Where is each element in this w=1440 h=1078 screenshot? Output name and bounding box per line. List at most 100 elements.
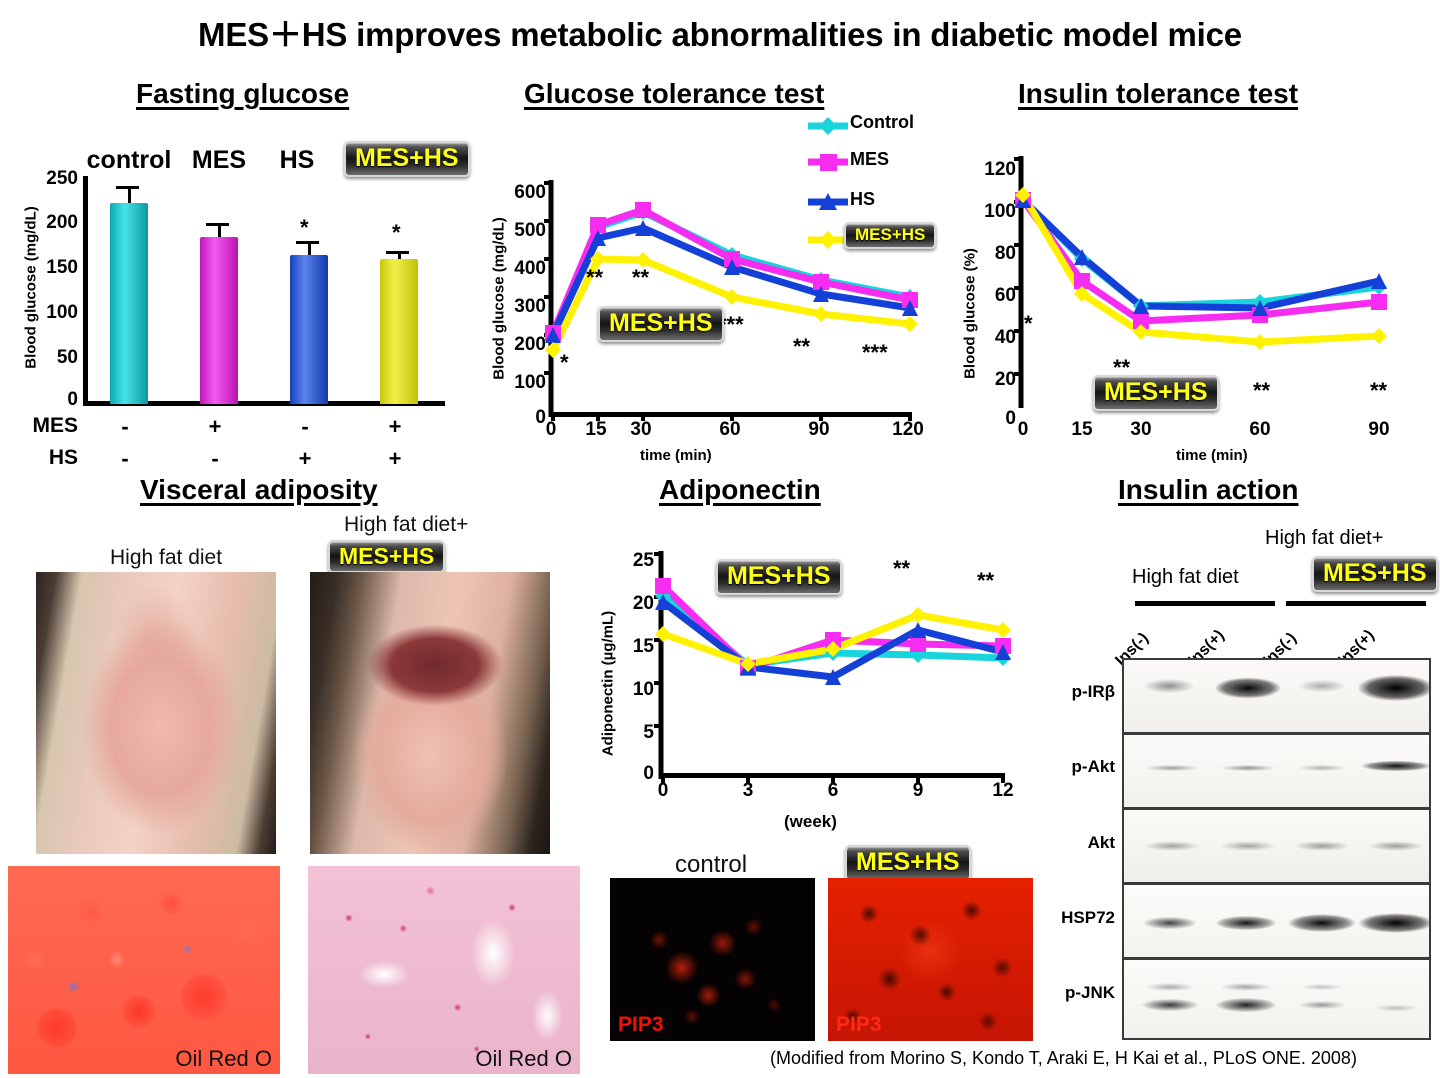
bar-group-label-meshs: MES+HS: [344, 141, 470, 177]
itt-star-60: **: [1253, 378, 1271, 403]
gtt-xtick-60: 60: [719, 419, 741, 440]
itt-xlabel: time (min): [1176, 447, 1248, 464]
itt-ytick-120: 120: [984, 159, 1016, 180]
gtt-legend-label-control: Control: [850, 112, 914, 132]
meshs-badge: MES+HS: [344, 141, 470, 177]
adipo-star-12: **: [977, 568, 995, 593]
bar-mes-errorbar: [217, 224, 221, 237]
panel-title-adiponectin: Adiponectin: [659, 474, 821, 505]
pip3-photo-control: PIP3: [610, 878, 815, 1041]
blot-box-p-jnk: [1122, 958, 1431, 1040]
gtt-star-15: **: [586, 265, 604, 290]
itt-xtick-15: 15: [1071, 419, 1093, 440]
itt-inline-badge: MES+HS: [1093, 375, 1219, 411]
adipo-ytick-20: 20: [632, 593, 654, 614]
gtt-star-0: *: [560, 350, 569, 375]
blot-left-caption: High fat diet: [1132, 566, 1239, 588]
blot-label-p-jnk: p-JNK: [1064, 983, 1115, 1002]
meshs-legend-marker-icon: [808, 231, 848, 249]
adipo-ytick-10: 10: [632, 679, 654, 700]
mes-legend-marker-icon: [808, 154, 848, 171]
blot-box-p-akt: [1122, 733, 1431, 809]
cond-row-label-hs: HS: [48, 446, 78, 469]
blot-right-badge: MES+HS: [1312, 556, 1438, 592]
cond-mes-hs: -: [301, 414, 309, 439]
visceral-photo-high-fat-diet-meshs: [310, 572, 550, 854]
cond-hs-control: -: [121, 446, 129, 471]
cond-mes-control: -: [121, 414, 129, 439]
gtt-ytick-400: 400: [514, 258, 546, 279]
gtt-ytick-0: 0: [535, 407, 546, 428]
visceral-right-caption: High fat diet+: [344, 513, 469, 536]
page-title: MES＋HS improves metabolic abnormalities …: [198, 16, 1242, 53]
panel-title-gtt: Glucose tolerance test: [524, 78, 825, 109]
adipo-ytick-25: 25: [632, 550, 654, 571]
adiponectin-chart-svg: [654, 551, 1011, 783]
adipo-ytick-5: 5: [643, 722, 654, 743]
panel-title-itt: Insulin tolerance test: [1018, 78, 1299, 109]
itt-ytick-60: 60: [994, 285, 1016, 306]
cond-hs-mes: -: [211, 446, 219, 471]
bar-chart-plot-area: [83, 176, 445, 404]
gtt-legend-label-hs: HS: [850, 189, 876, 209]
adipo-ytick-15: 15: [632, 636, 654, 657]
oil-red-o-label-right: Oil Red O: [475, 1046, 572, 1071]
bar-meshs-errorbar: [397, 252, 401, 259]
panel-title-insulin-action: Insulin action: [1118, 474, 1299, 505]
pip3-left-caption: control: [675, 851, 748, 878]
bar-hs: [290, 255, 328, 404]
pip3-right-badge: MES+HS: [845, 845, 971, 881]
itt-ytick-20: 20: [994, 369, 1016, 390]
gtt-chart-svg: [544, 180, 918, 421]
blot-right-caption: High fat diet+: [1265, 527, 1384, 549]
cond-mes-meshs: +: [388, 414, 402, 439]
gtt-inline-badge: MES+HS: [598, 306, 724, 342]
gtt-xtick-15: 15: [585, 419, 607, 440]
panel-title-fasting-glucose: Fasting glucose: [136, 78, 350, 109]
bar-mes-errorcap: [206, 223, 229, 226]
bar-star-hs: *: [300, 215, 309, 240]
bar-meshs: [380, 259, 418, 404]
gtt-ytick-200: 200: [514, 334, 546, 355]
credit-line: (Modified from Morino S, Kondo T, Araki …: [770, 1048, 1357, 1068]
oil-red-o-photo-right: Oil Red O: [308, 866, 580, 1074]
blot-box-p-irb: [1122, 658, 1431, 734]
cond-hs-hs: +: [298, 446, 312, 471]
bar-control-errorbar: [127, 187, 131, 203]
gtt-ytick-300: 300: [514, 296, 546, 317]
bar-ytick-0: 0: [67, 389, 78, 410]
bar-mes: [200, 237, 238, 404]
pip3-photo-meshs: PIP3: [828, 878, 1033, 1041]
blot-label-p-akt: p-Akt: [1071, 757, 1115, 776]
gtt-ytick-600: 600: [514, 182, 546, 203]
gtt-ytick-100: 100: [514, 372, 546, 393]
adipo-xtick-9: 9: [912, 780, 924, 801]
blot-label-hsp72: HSP72: [1061, 908, 1115, 927]
itt-ytick-80: 80: [994, 243, 1016, 264]
itt-xtick-90: 90: [1368, 419, 1390, 440]
bar-control: [110, 203, 148, 404]
adipo-xtick-0: 0: [657, 780, 669, 801]
bar-group-label-mes: MES: [191, 146, 247, 174]
blot-box-akt: [1122, 808, 1431, 884]
blot-group-rule-right: [1286, 601, 1426, 606]
gtt-star-90: **: [793, 334, 811, 359]
adipo-ytick-0: 0: [643, 763, 654, 784]
gtt-xtick-90: 90: [808, 419, 830, 440]
bar-control-errorcap: [116, 186, 139, 189]
gtt-legend-label-mes: MES: [850, 149, 890, 169]
itt-ytick-40: 40: [994, 327, 1016, 348]
bar-x-axis: [83, 401, 445, 406]
adipo-xlabel: (week): [784, 812, 837, 831]
adipo-xtick-6: 6: [827, 780, 839, 801]
bar-ytick-150: 150: [46, 257, 78, 278]
blot-group-rule-left: [1135, 601, 1275, 606]
adipo-star-9: **: [893, 556, 911, 581]
bar-ytick-50: 50: [56, 347, 78, 368]
cond-mes-mes: +: [208, 414, 222, 439]
bar-star-meshs: *: [392, 220, 401, 245]
bar-group-label-hs: HS: [279, 146, 315, 174]
gtt-xlabel: time (min): [640, 447, 712, 464]
itt-star-30: **: [1113, 355, 1131, 380]
blot-box-hsp72: [1122, 883, 1431, 959]
